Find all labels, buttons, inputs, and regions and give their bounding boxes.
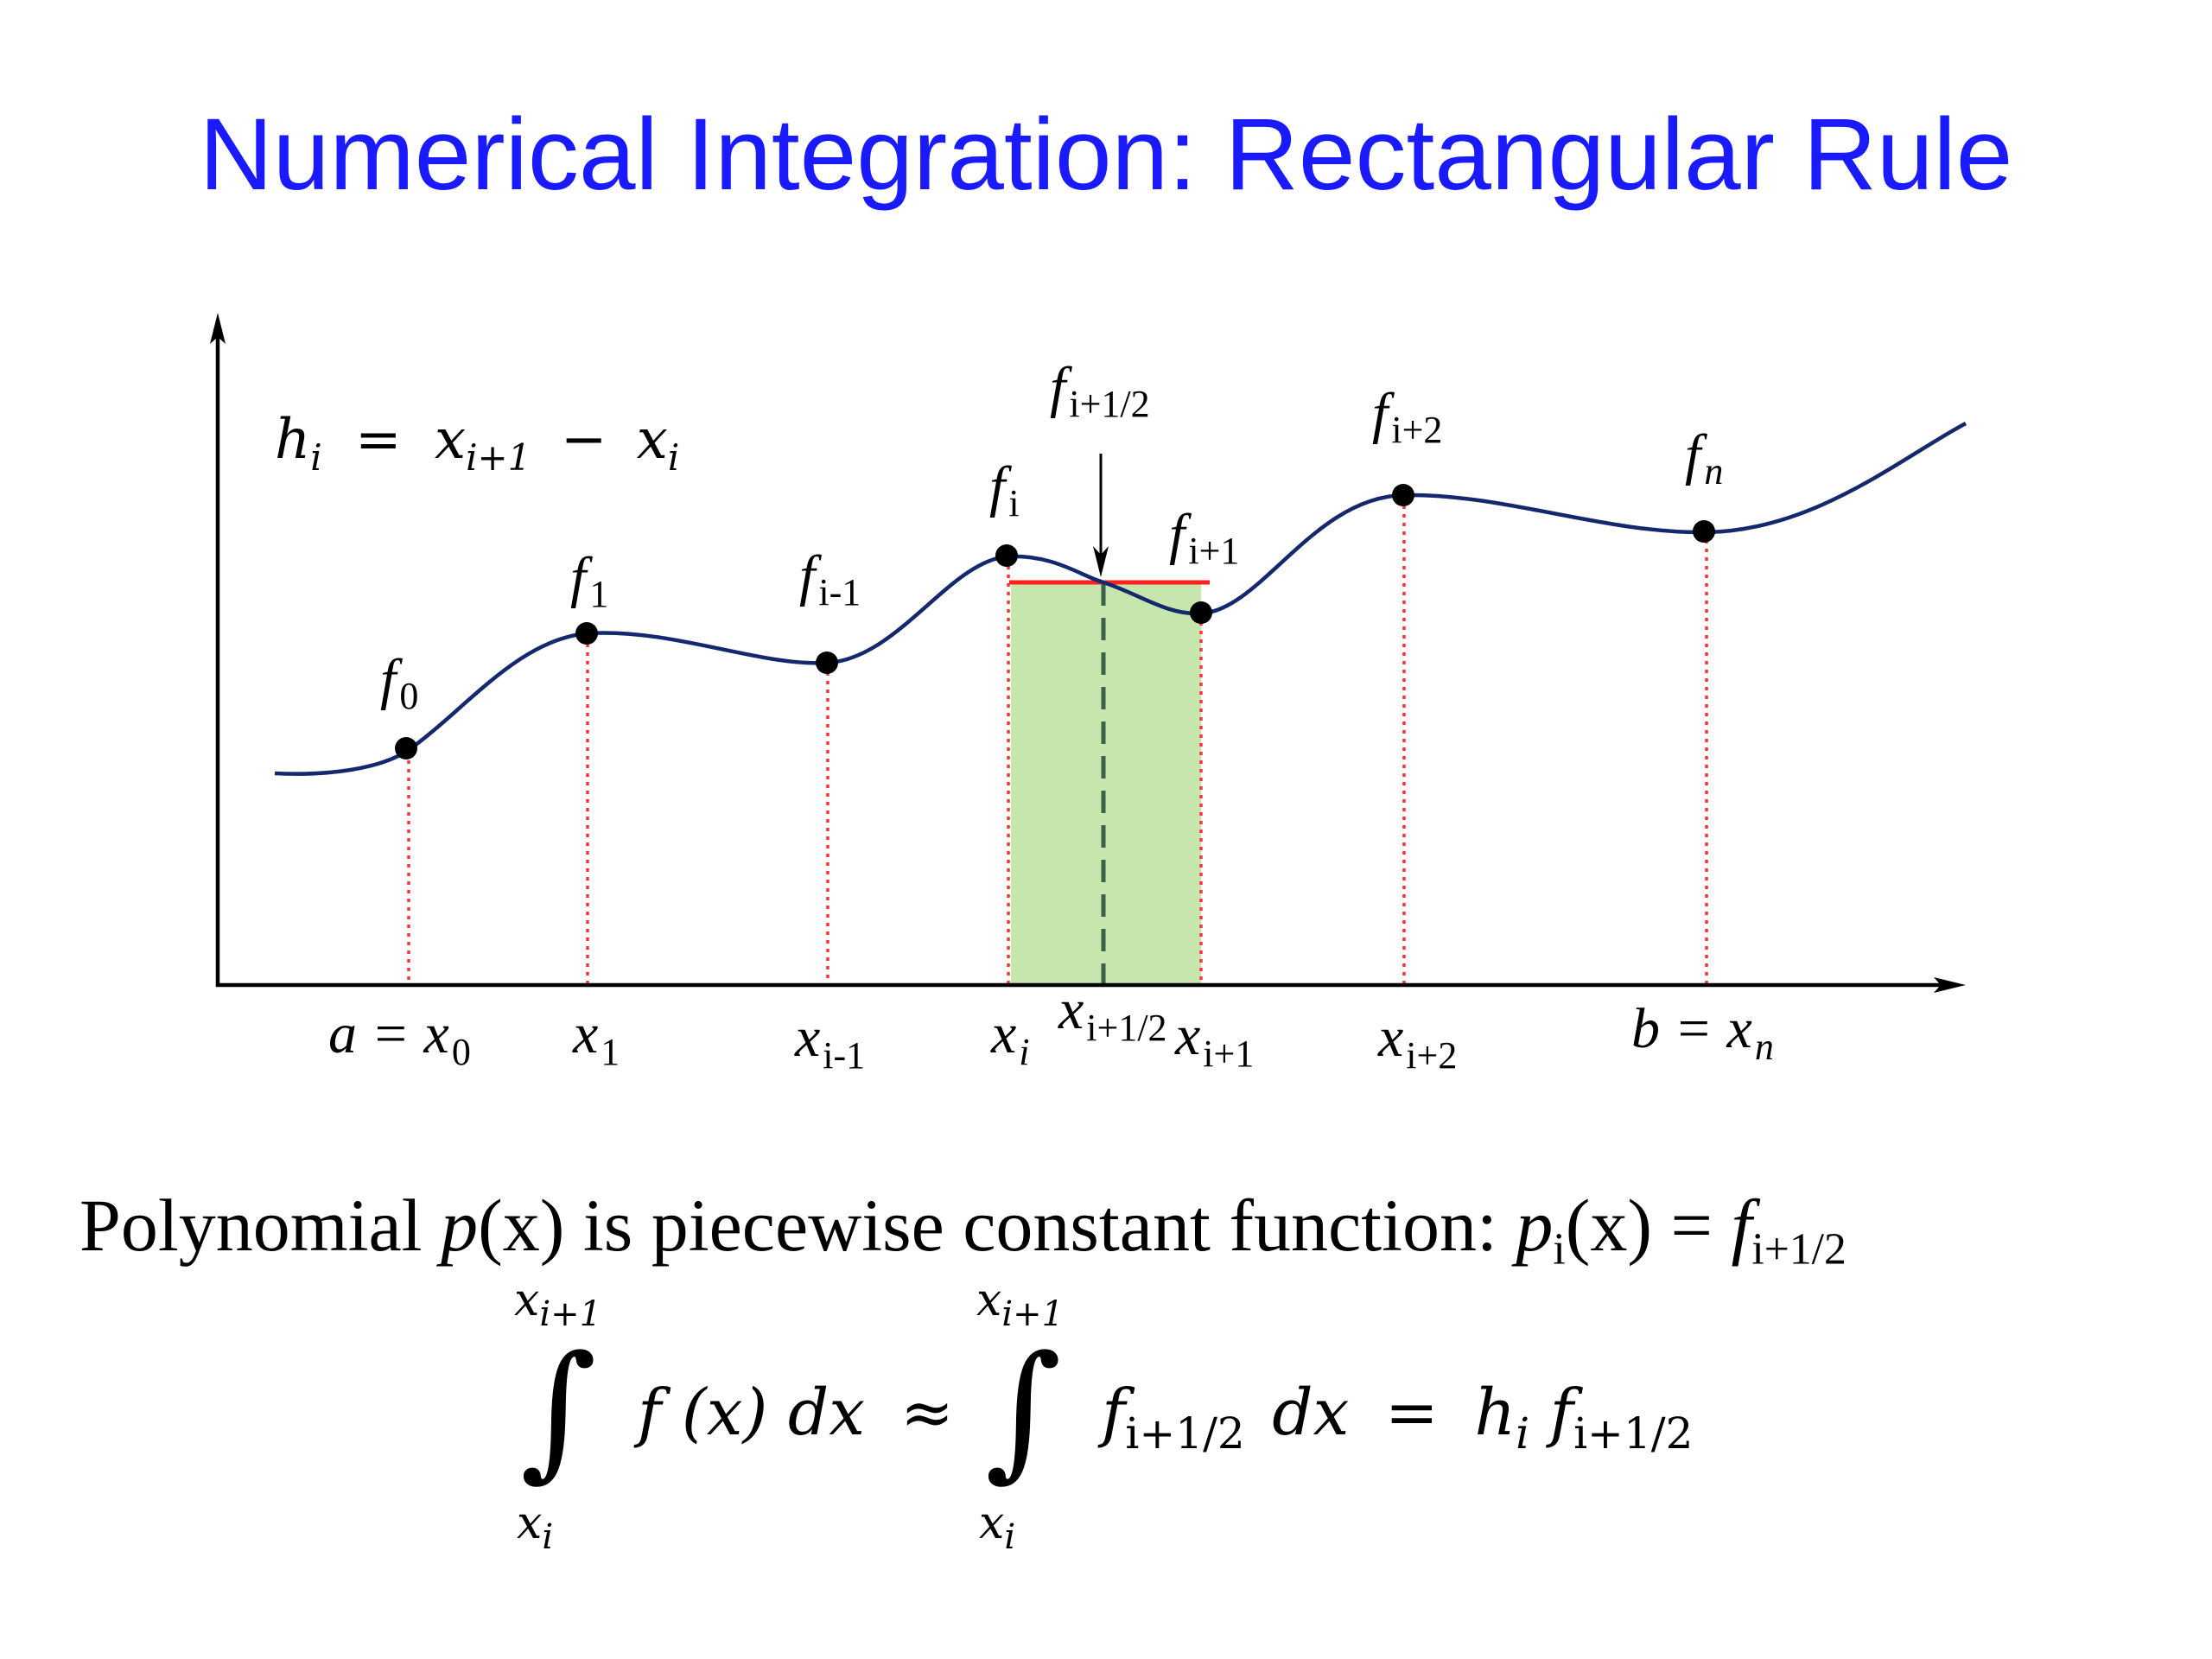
integral-upper-2: xi+1 bbox=[976, 1274, 1064, 1334]
approx-sign: ≈ bbox=[900, 1376, 954, 1450]
label-xip12: xi+1/2 bbox=[1058, 978, 1167, 1049]
label-fip1: fi+1 bbox=[1169, 503, 1239, 572]
label-f0: f0 bbox=[380, 648, 418, 717]
integrand-1: f (x) dx bbox=[633, 1376, 865, 1450]
point-fi bbox=[995, 544, 1018, 567]
highlight-rectangle bbox=[1011, 581, 1201, 985]
point-fim1 bbox=[816, 652, 838, 674]
data-points bbox=[395, 484, 1715, 760]
label-xi: xi bbox=[990, 1002, 1030, 1073]
integral-upper-1: xi+1 bbox=[514, 1274, 601, 1334]
point-f0 bbox=[395, 737, 417, 760]
label-xim1: xi-1 bbox=[794, 1006, 865, 1077]
function-curve bbox=[274, 422, 1967, 776]
label-fn: fn bbox=[1685, 423, 1723, 493]
label-fip12: fi+1/2 bbox=[1050, 356, 1150, 425]
dotted-guide-lines bbox=[407, 497, 1708, 985]
label-f1: f1 bbox=[570, 546, 608, 615]
integral-sign-2: ∫ bbox=[985, 1325, 1062, 1496]
midpoint-arrow-head bbox=[1093, 546, 1109, 577]
point-fip1 bbox=[1190, 601, 1212, 624]
label-x1: x1 bbox=[572, 1002, 620, 1073]
point-fip2 bbox=[1392, 484, 1414, 506]
slide-title: Numerical Integration: Rectangular Rule bbox=[199, 98, 2013, 212]
axes bbox=[215, 324, 1951, 988]
caption: Polynomial p(x) is piecewise constant fu… bbox=[79, 1184, 1847, 1274]
integral-sign-1: ∫ bbox=[520, 1325, 597, 1496]
label-xip1: xi+1 bbox=[1174, 1004, 1254, 1075]
label-fim1: fi-1 bbox=[799, 544, 861, 613]
point-f1 bbox=[575, 622, 598, 645]
y-axis-arrowhead bbox=[210, 313, 226, 344]
label-a-x0: a = x0 bbox=[328, 1002, 471, 1073]
label-fip2: fi+2 bbox=[1372, 382, 1442, 451]
integral-lower-2: xi bbox=[979, 1497, 1015, 1557]
label-xip2: xi+2 bbox=[1377, 1006, 1457, 1077]
label-fi: fi bbox=[989, 455, 1020, 524]
integrand-2: fi+1/2 dx = hi fi+1/2 bbox=[1097, 1376, 1693, 1464]
point-fn bbox=[1693, 520, 1715, 543]
step-size-formula: hi = xi+1 − xi bbox=[275, 408, 679, 484]
x-axis-arrowhead bbox=[1934, 977, 1966, 993]
label-b-xn: b = xn bbox=[1631, 997, 1774, 1068]
integral-lower-1: xi bbox=[517, 1497, 553, 1557]
